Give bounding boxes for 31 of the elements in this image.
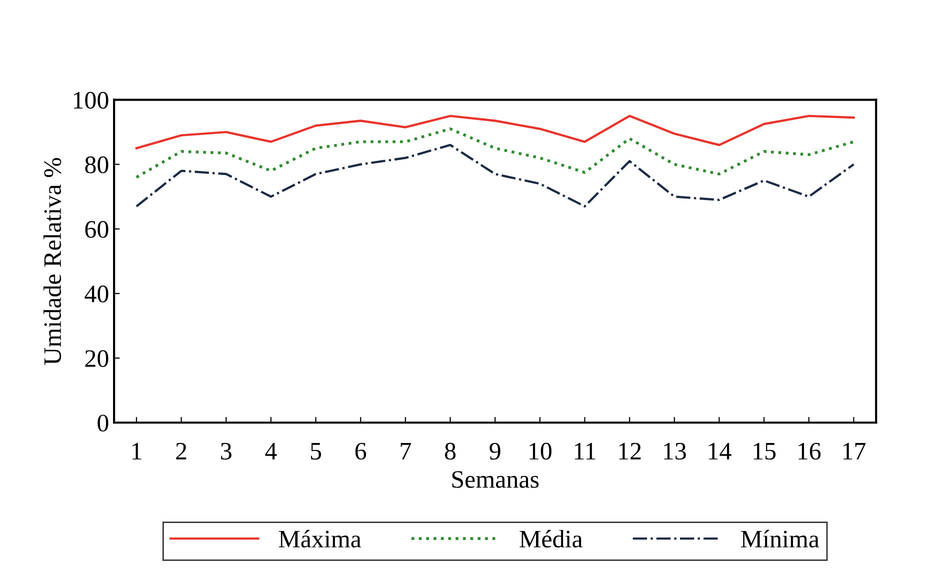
line-series [135,144,855,208]
y-tick-label: 60 [85,220,108,238]
x-tick-label: 13 [664,442,686,460]
x-tick-label: 7 [400,443,411,460]
line-series [135,114,855,150]
x-tick-label: 14 [708,442,732,460]
x-tick-label: 9 [490,442,500,460]
y-tick-label: 20 [85,350,108,367]
line-series [135,127,856,179]
x-tick-label: 8 [444,442,456,460]
x-tick-label: 2 [176,442,186,460]
y-axis-title: Umidade Relativa % [43,158,62,365]
y-tick-label: 80 [85,156,108,174]
x-tick-label: 1 [132,442,142,460]
x-tick-label: 15 [754,442,776,460]
x-tick-label: 11 [574,442,596,460]
y-tick-label: 0 [98,414,108,432]
x-tick-label: 10 [530,442,552,460]
legend-label: Mínima [741,530,820,548]
x-tick-label: 4 [265,442,277,460]
x-tick-label: 12 [619,442,641,460]
x-axis-title: Semanas [452,471,539,488]
x-tick-label: 5 [310,443,322,460]
x-tick-label: 16 [798,442,821,460]
x-tick-label: 3 [221,442,232,460]
y-tick-label: 40 [84,286,108,302]
legend-label: Média [520,530,582,548]
x-tick-label: 17 [843,442,866,460]
legend-label: Máxima [278,530,362,548]
y-tick-label: 100 [74,92,108,109]
x-tick-label: 6 [355,442,366,460]
